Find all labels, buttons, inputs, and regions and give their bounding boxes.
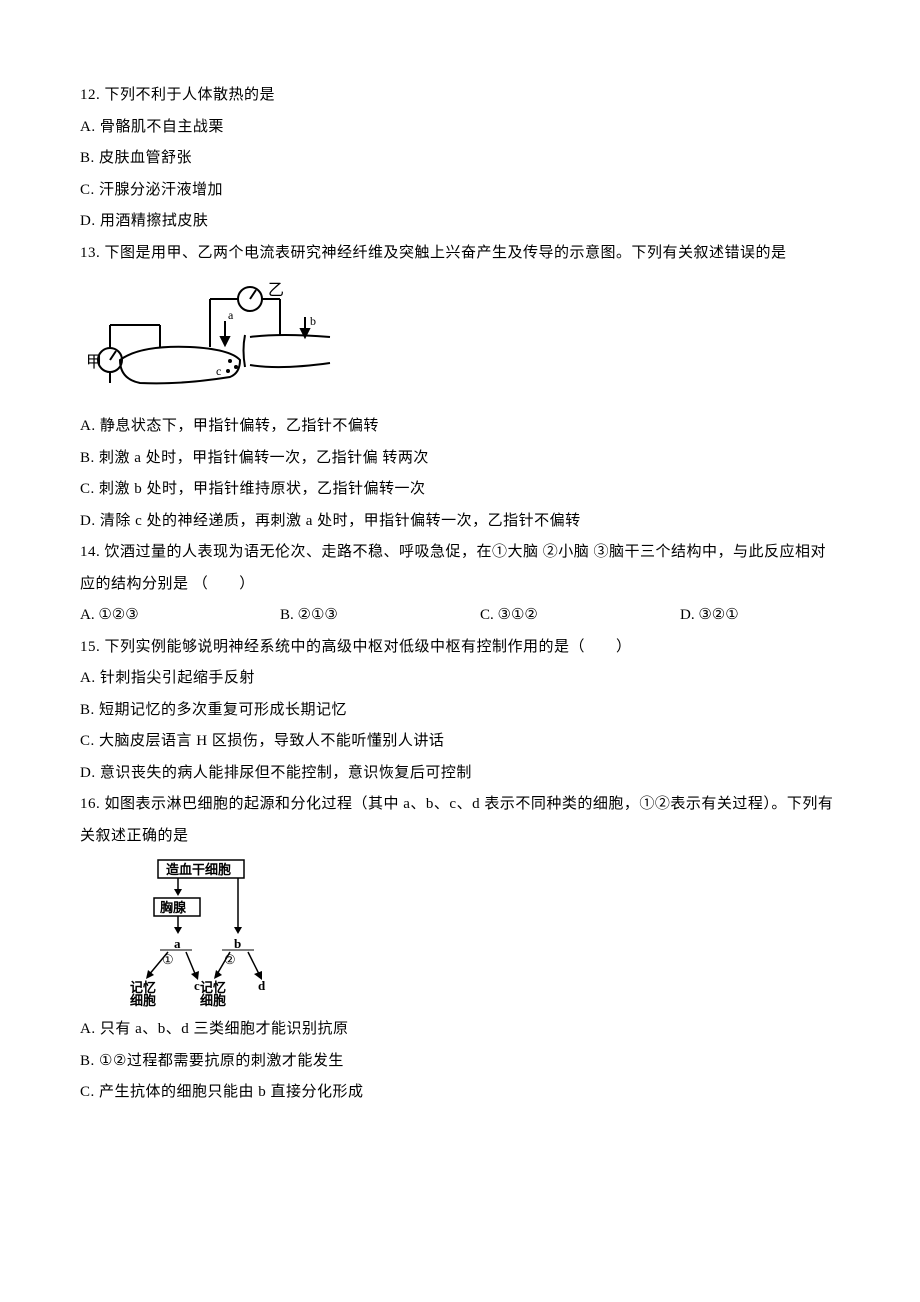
- q14-stem: 14. 饮酒过量的人表现为语无伦次、走路不稳、呼吸急促，在①大脑 ②小脑 ③脑干…: [80, 537, 840, 600]
- q14-options: A. ①②③ B. ②①③ C. ③①② D. ③②①: [80, 600, 840, 632]
- q16-mem2b: 细胞: [200, 993, 226, 1008]
- q16-top: 造血干细胞: [166, 862, 231, 877]
- q16-mark1: ①: [162, 952, 174, 967]
- q13-option-a: A. 静息状态下，甲指针偏转，乙指针不偏转: [80, 411, 840, 443]
- q15-stem: 15. 下列实例能够说明神经系统中的高级中枢对低级中枢有控制作用的是（ ）: [80, 632, 840, 664]
- q16-option-a: A. 只有 a、b、d 三类细胞才能识别抗原: [80, 1014, 840, 1046]
- q16-b: b: [234, 936, 241, 951]
- q14-option-b: B. ②①③: [280, 600, 480, 632]
- q13-option-c: C. 刺激 b 处时，甲指针维持原状，乙指针偏转一次: [80, 474, 840, 506]
- label-c: c: [216, 364, 221, 378]
- q12-option-b: B. 皮肤血管舒张: [80, 143, 840, 175]
- exam-page: 12. 下列不利于人体散热的是 A. 骨骼肌不自主战栗 B. 皮肤血管舒张 C.…: [0, 0, 920, 1302]
- q13-diagram: 甲 乙 a b c: [80, 275, 340, 405]
- q16-figure: 造血干细胞 胸腺 a b ① ②: [100, 858, 840, 1008]
- q16-stem: 16. 如图表示淋巴细胞的起源和分化过程（其中 a、b、c、d 表示不同种类的细…: [80, 789, 840, 852]
- q15-option-b: B. 短期记忆的多次重复可形成长期记忆: [80, 695, 840, 727]
- q13-option-d: D. 清除 c 处的神经递质，再刺激 a 处时，甲指针偏转一次，乙指针不偏转: [80, 506, 840, 538]
- q12-option-a: A. 骨骼肌不自主战栗: [80, 112, 840, 144]
- q12-stem: 12. 下列不利于人体散热的是: [80, 80, 840, 112]
- q16-option-c: C. 产生抗体的细胞只能由 b 直接分化形成: [80, 1077, 840, 1109]
- q14-option-d: D. ③②①: [680, 600, 840, 632]
- q16-a: a: [174, 936, 181, 951]
- q16-d: d: [258, 978, 266, 993]
- label-jia: 甲: [86, 354, 102, 371]
- q13-stem: 13. 下图是用甲、乙两个电流表研究神经纤维及突触上兴奋产生及传导的示意图。下列…: [80, 238, 840, 270]
- label-yi: 乙: [268, 282, 284, 299]
- q15-option-c: C. 大脑皮层语言 H 区损伤，导致人不能听懂别人讲话: [80, 726, 840, 758]
- q12-option-c: C. 汗腺分泌汗液增加: [80, 175, 840, 207]
- q14-option-c: C. ③①②: [480, 600, 680, 632]
- q15-option-a: A. 针刺指尖引起缩手反射: [80, 663, 840, 695]
- q16-option-b: B. ①②过程都需要抗原的刺激才能发生: [80, 1046, 840, 1078]
- q16-thymus: 胸腺: [160, 900, 187, 915]
- q12-option-d: D. 用酒精擦拭皮肤: [80, 206, 840, 238]
- q13-option-b: B. 刺激 a 处时，甲指针偏转一次，乙指针偏 转两次: [80, 443, 840, 475]
- label-a: a: [228, 308, 234, 322]
- q16-diagram: 造血干细胞 胸腺 a b ① ②: [100, 858, 310, 1008]
- q16-mem1b: 细胞: [130, 993, 156, 1008]
- q13-figure: 甲 乙 a b c: [80, 275, 840, 405]
- q14-option-a: A. ①②③: [80, 600, 280, 632]
- label-b: b: [310, 314, 316, 328]
- q15-option-d: D. 意识丧失的病人能排尿但不能控制，意识恢复后可控制: [80, 758, 840, 790]
